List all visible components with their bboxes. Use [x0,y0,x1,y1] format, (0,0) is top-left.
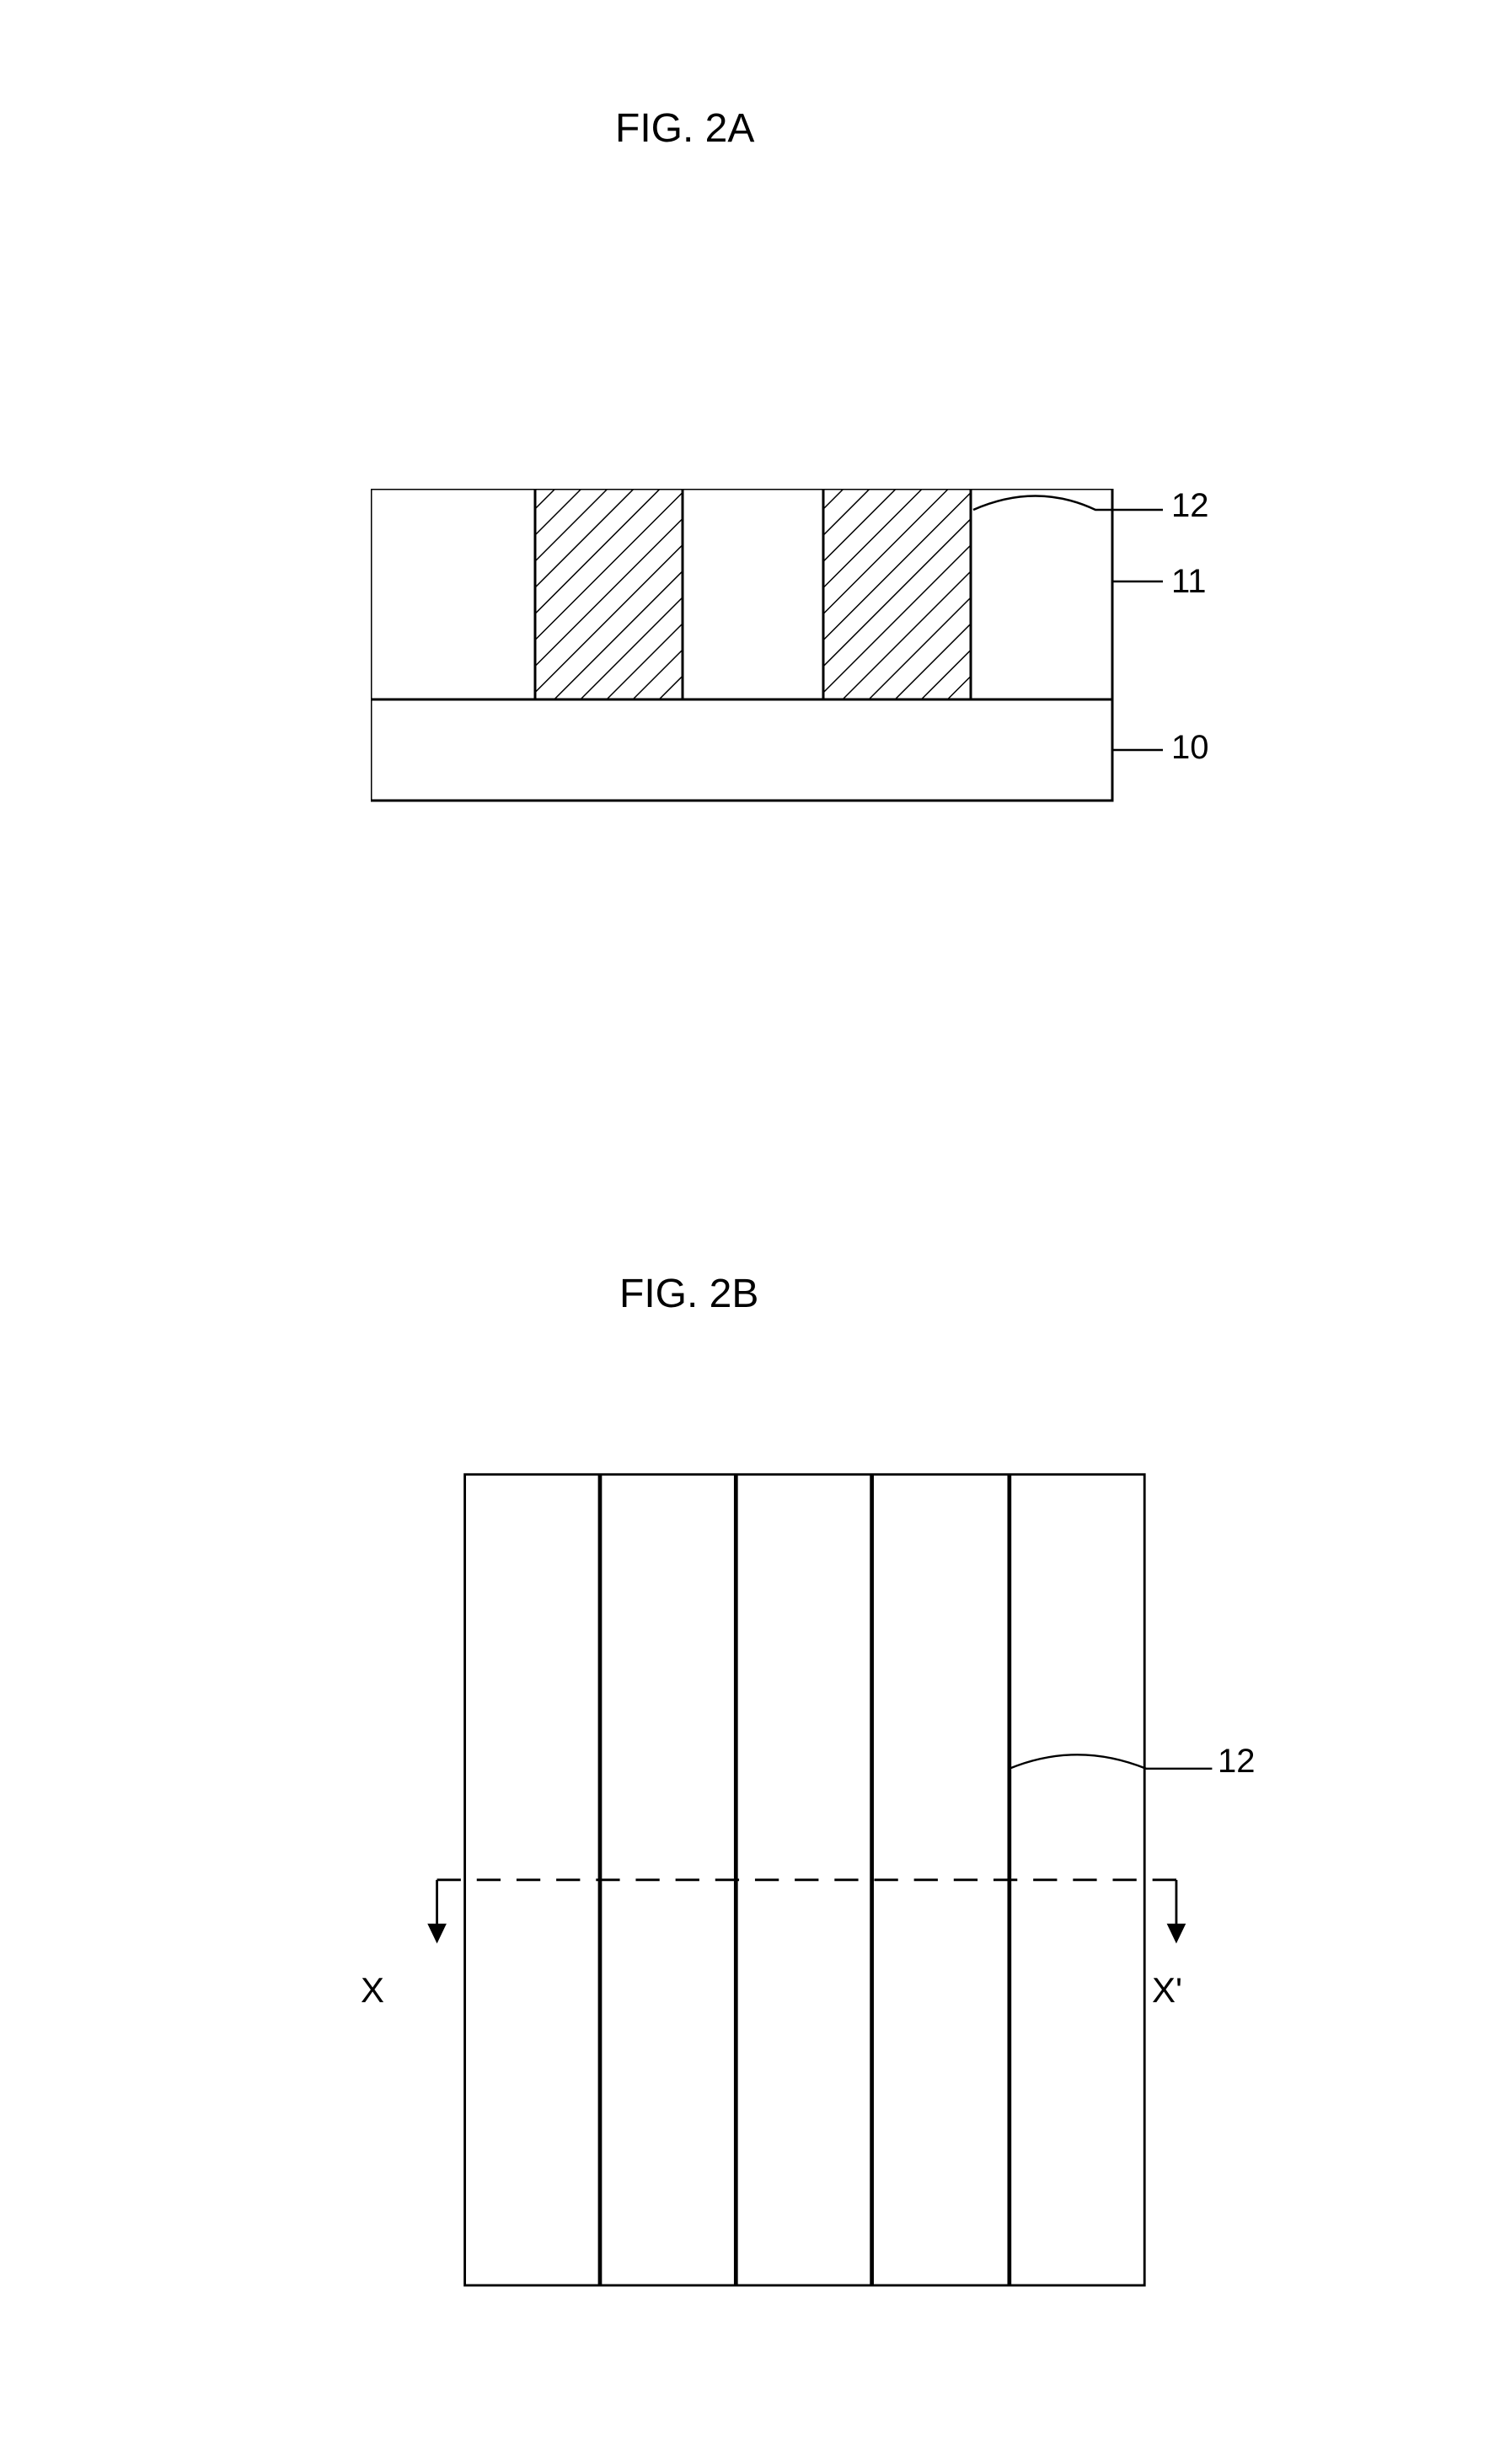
section-marker-right-arrow [1167,1924,1186,1944]
figure-2a-title: FIG. 2A [615,105,754,152]
label-12-a: 12 [1171,487,1209,525]
fig2a-svg [371,489,1213,826]
label-x-prime: X' [1152,1970,1182,2011]
figure-2b-diagram [417,1449,1260,2334]
region-12-left [535,489,683,699]
section-marker-left-arrow [427,1924,447,1944]
label-x: X [361,1970,384,2011]
figure-2a-diagram [371,489,1213,826]
label-11-a: 11 [1171,563,1207,601]
figure-2b-title: FIG. 2B [619,1271,758,1317]
substrate-10 [371,699,1112,801]
fig2b-svg [417,1449,1260,2334]
region-12-right [823,489,971,699]
label-12-b: 12 [1218,1743,1256,1781]
label-10-a: 10 [1171,729,1209,767]
layer-11 [371,489,1112,699]
